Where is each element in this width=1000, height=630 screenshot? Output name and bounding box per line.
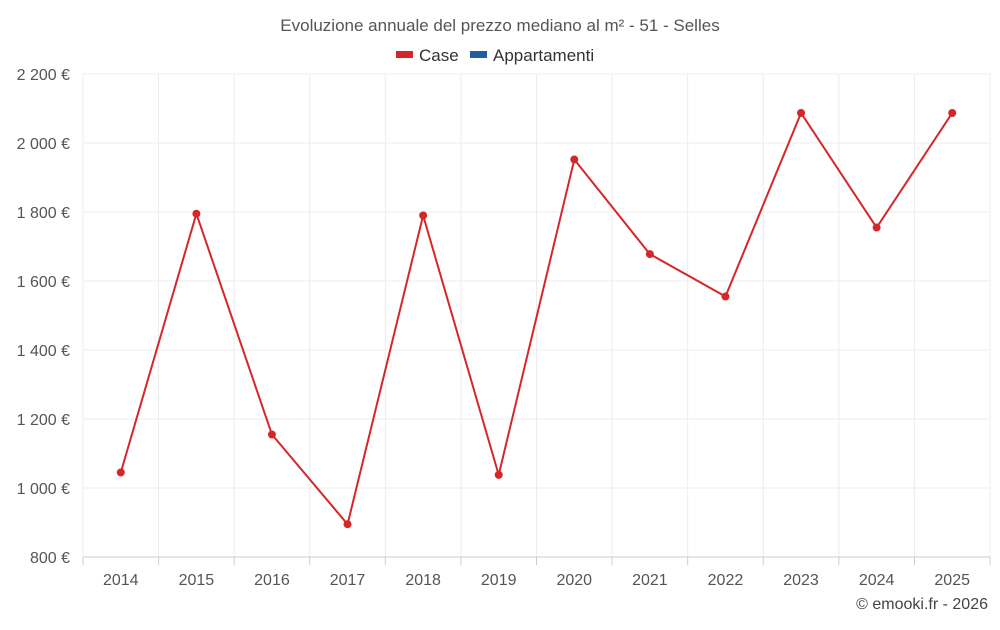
legend-label-case: Case: [419, 46, 459, 65]
legend-entry-case[interactable]: Case: [396, 46, 459, 65]
legend: Case Appartamenti: [396, 46, 594, 65]
data-point-case-2015[interactable]: [192, 209, 201, 218]
x-tick-label-2018: 2018: [405, 572, 441, 589]
x-tick-label-2024: 2024: [859, 572, 895, 589]
y-tick-label: 1 600 €: [17, 274, 70, 291]
data-point-case-2020[interactable]: [570, 155, 579, 164]
x-tick-label-2017: 2017: [330, 572, 366, 589]
data-point-case-2022[interactable]: [721, 292, 730, 301]
y-tick-label: 1 800 €: [17, 205, 70, 222]
x-tick-label-2014: 2014: [103, 572, 139, 589]
credit-text: © emooki.fr - 2026: [856, 596, 988, 613]
data-point-case-2021[interactable]: [645, 250, 654, 259]
legend-entry-appartamenti[interactable]: Appartamenti: [470, 46, 594, 65]
data-point-case-2018[interactable]: [419, 211, 428, 220]
legend-label-appartamenti: Appartamenti: [493, 46, 594, 65]
y-tick-label: 1 400 €: [17, 343, 70, 360]
x-tick-label-2025: 2025: [934, 572, 970, 589]
x-tick-label-2019: 2019: [481, 572, 517, 589]
data-point-case-2025[interactable]: [948, 108, 957, 117]
axes: 800 € 1 000 € 1 200 € 1 400 € 1 600 € 1 800 €…: [17, 67, 991, 589]
data-point-case-2016[interactable]: [267, 430, 276, 439]
x-tick-label-2022: 2022: [708, 572, 744, 589]
data-point-case-2017[interactable]: [343, 520, 352, 529]
series-case: [116, 108, 957, 529]
y-tick-label: 1 000 €: [17, 481, 70, 498]
chart-title: Evoluzione annuale del prezzo mediano al…: [280, 16, 719, 35]
x-tick-label-2015: 2015: [179, 572, 215, 589]
data-point-case-2024[interactable]: [872, 223, 881, 232]
y-tick-label: 1 200 €: [17, 412, 70, 429]
y-tick-label: 2 200 €: [17, 67, 70, 84]
x-tick-label-2020: 2020: [556, 572, 592, 589]
y-tick-label: 800 €: [30, 550, 70, 567]
x-tick-label-2023: 2023: [783, 572, 819, 589]
series-line-case: [119, 111, 954, 526]
data-point-case-2023[interactable]: [797, 108, 806, 117]
y-tick-label: 2 000 €: [17, 136, 70, 153]
x-tick-label-2021: 2021: [632, 572, 668, 589]
x-tick-label-2016: 2016: [254, 572, 290, 589]
legend-swatch-case: [396, 51, 413, 58]
legend-swatch-appartamenti: [470, 51, 487, 58]
data-point-case-2019[interactable]: [494, 470, 503, 479]
data-point-case-2014[interactable]: [116, 468, 125, 477]
